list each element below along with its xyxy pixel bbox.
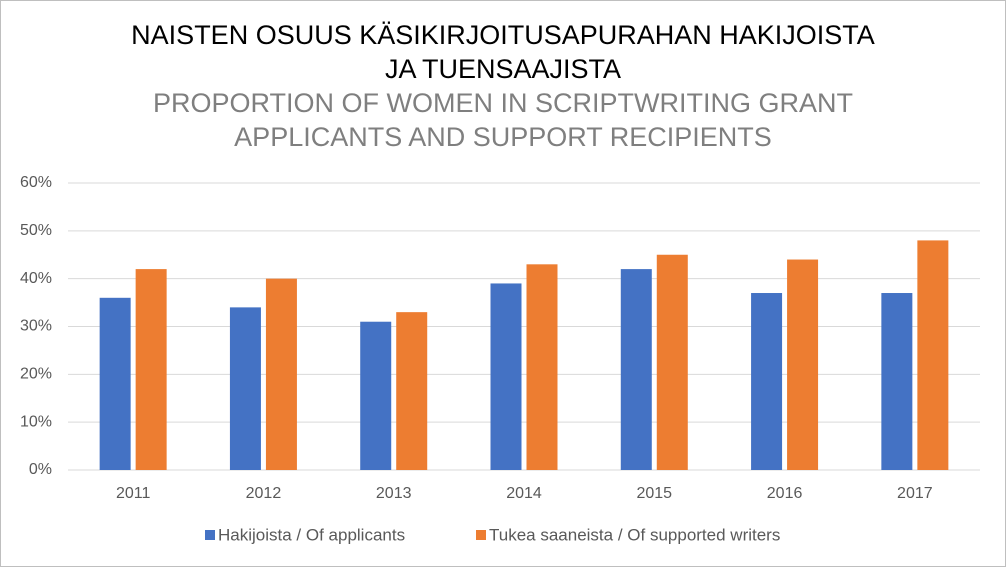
bar xyxy=(656,254,688,470)
y-tick-label: 30% xyxy=(20,318,52,335)
bar xyxy=(265,278,297,470)
bar xyxy=(526,264,558,470)
bar xyxy=(881,293,913,470)
x-tick-label: 2013 xyxy=(376,485,412,502)
bar xyxy=(99,297,131,470)
y-tick-label: 40% xyxy=(20,270,52,287)
legend-swatch xyxy=(205,530,215,540)
chart-subtitle: APPLICANTS AND SUPPORT RECIPIENTS xyxy=(234,122,772,152)
x-tick-label: 2014 xyxy=(506,485,542,502)
x-tick-label: 2015 xyxy=(636,485,672,502)
y-tick-label: 50% xyxy=(20,222,52,239)
legend-label: Tukea saaneista / Of supported writers xyxy=(489,525,780,544)
legend-label: Hakijoista / Of applicants xyxy=(218,525,405,544)
bar xyxy=(787,259,819,470)
x-tick-label: 2017 xyxy=(897,485,933,502)
bar xyxy=(917,240,949,470)
bar xyxy=(396,312,428,470)
chart-subtitle: PROPORTION OF WOMEN IN SCRIPTWRITING GRA… xyxy=(153,88,853,118)
x-tick-label: 2016 xyxy=(767,485,803,502)
bar xyxy=(360,321,392,470)
chart-title: NAISTEN OSUUS KÄSIKIRJOITUSAPURAHAN HAKI… xyxy=(131,20,875,50)
y-tick-label: 20% xyxy=(20,366,52,383)
y-tick-label: 0% xyxy=(29,461,52,478)
y-tick-label: 10% xyxy=(20,413,52,430)
bar xyxy=(620,269,652,470)
y-tick-label: 60% xyxy=(20,174,52,191)
bar xyxy=(751,293,783,470)
legend-swatch xyxy=(476,530,486,540)
bar xyxy=(135,269,167,470)
x-tick-label: 2012 xyxy=(246,485,282,502)
x-tick-label: 2011 xyxy=(116,485,151,502)
bar xyxy=(229,307,261,470)
bar xyxy=(490,283,522,470)
chart-title: JA TUENSAAJISTA xyxy=(385,54,621,84)
